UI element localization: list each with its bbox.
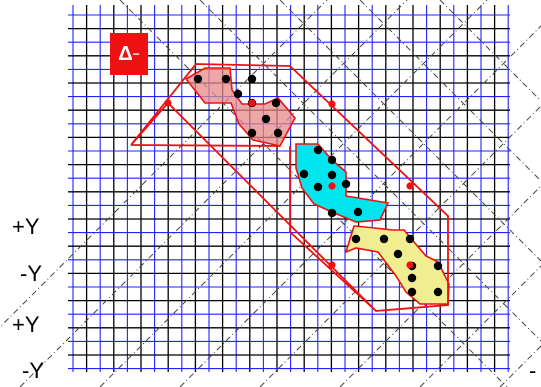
minus-label-right: - [529,358,537,383]
diagonal-line-up [0,0,328,328]
black-dot [273,128,283,138]
black-dot [327,170,337,180]
diagonal-line-up [339,185,541,387]
black-dot [221,74,231,84]
red-dot [164,99,172,107]
diagonal-line-up [99,0,488,387]
black-dot [313,145,323,155]
diagonal-line-down [439,0,541,102]
plus-y-label-1: +Y [12,214,40,239]
diagonal-line-down [199,0,541,342]
black-dot [379,234,389,244]
black-dot [353,207,363,217]
black-dot [247,74,257,84]
minus-y-label-1: -Y [20,261,42,286]
red-dot [328,182,336,190]
plus-y-label-2: +Y [12,312,40,337]
base-outline [130,144,281,147]
black-dot [393,249,403,259]
red-dot [406,182,414,190]
minus-y-label-2: -Y [22,358,44,383]
black-dot [327,208,337,218]
inner-outline [289,146,377,312]
black-dot [433,287,443,297]
black-dot [407,287,417,297]
diagonal-line-up [179,25,541,387]
diagonal-line-down [359,0,541,182]
red-dot [328,261,336,269]
red-dot [248,99,256,107]
delta-minus-badge: Δ − [110,33,148,75]
red-dot [406,261,414,269]
outer-outline [130,63,449,312]
diagonal-line-up [259,105,541,387]
black-dot [261,114,271,124]
black-dot [271,98,281,108]
black-dot [313,182,323,192]
yellow-shaded-region [344,225,450,305]
black-dot [351,234,361,244]
diagonal-line-down [279,0,541,262]
black-dot [233,89,243,99]
diagonal-line-up [19,0,408,387]
lattice-dots [164,74,443,297]
red-shaded-region [184,67,296,147]
diagonal-line-up [499,345,541,387]
badge-symbol: Δ [118,42,133,65]
black-dot [247,128,257,138]
red-dot [328,100,336,108]
black-dot [193,74,203,84]
black-dot [433,261,443,271]
black-dot [405,234,415,244]
diagonal-line-up [419,265,541,387]
red-outlines [130,63,449,312]
black-dot [407,273,417,283]
badge-superscript: − [132,47,140,61]
black-dot [341,179,351,189]
black-dot [327,155,337,165]
black-dot [299,169,309,179]
